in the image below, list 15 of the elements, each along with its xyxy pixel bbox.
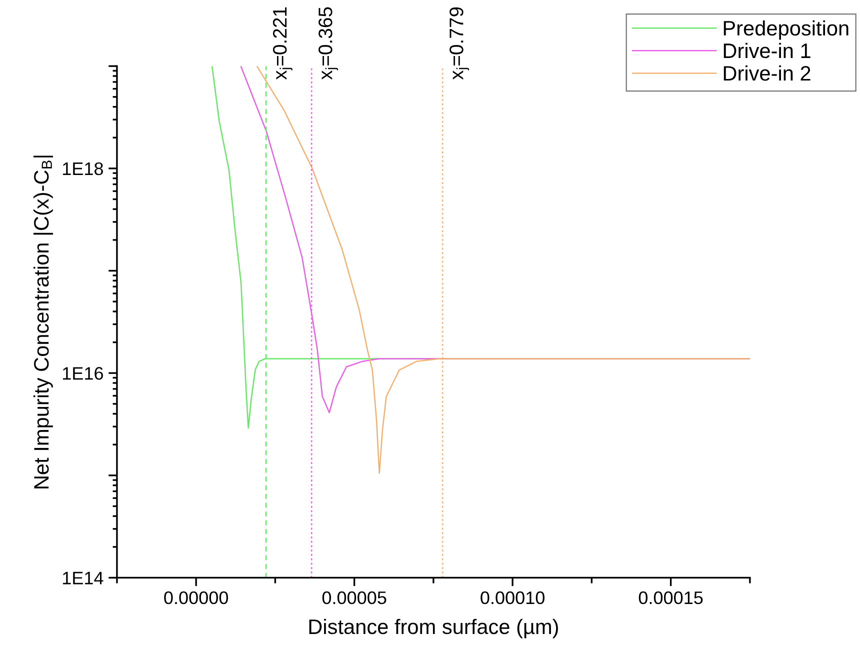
legend-label: Drive-in 1	[724, 42, 810, 58]
x-axis-title: Distance from surface (µm)	[309, 618, 558, 638]
legend-label: Predeposition	[724, 20, 848, 40]
x-tick-label: 0.00010	[480, 591, 544, 604]
y-tick-label: 1E18	[62, 162, 103, 176]
x-tick-label: 0.00015	[638, 591, 703, 604]
x-tick-label: 0.00000	[164, 591, 228, 604]
annotation: x$_{j}$=0.221	[272, 7, 292, 80]
annotation: x$_{j}$=0.779	[450, 7, 470, 80]
legend-label: Drive-in 2	[724, 65, 810, 81]
x-tick-label: 0.00005	[322, 591, 386, 604]
y-axis-title: Net Impurity Concentration |C(x)-C$_{B}$|	[33, 156, 53, 488]
y-tick-label: 1E16	[62, 367, 103, 380]
annotation: x$_{j}$=0.365	[318, 7, 338, 80]
y-tick-label: 1E14	[62, 572, 104, 584]
